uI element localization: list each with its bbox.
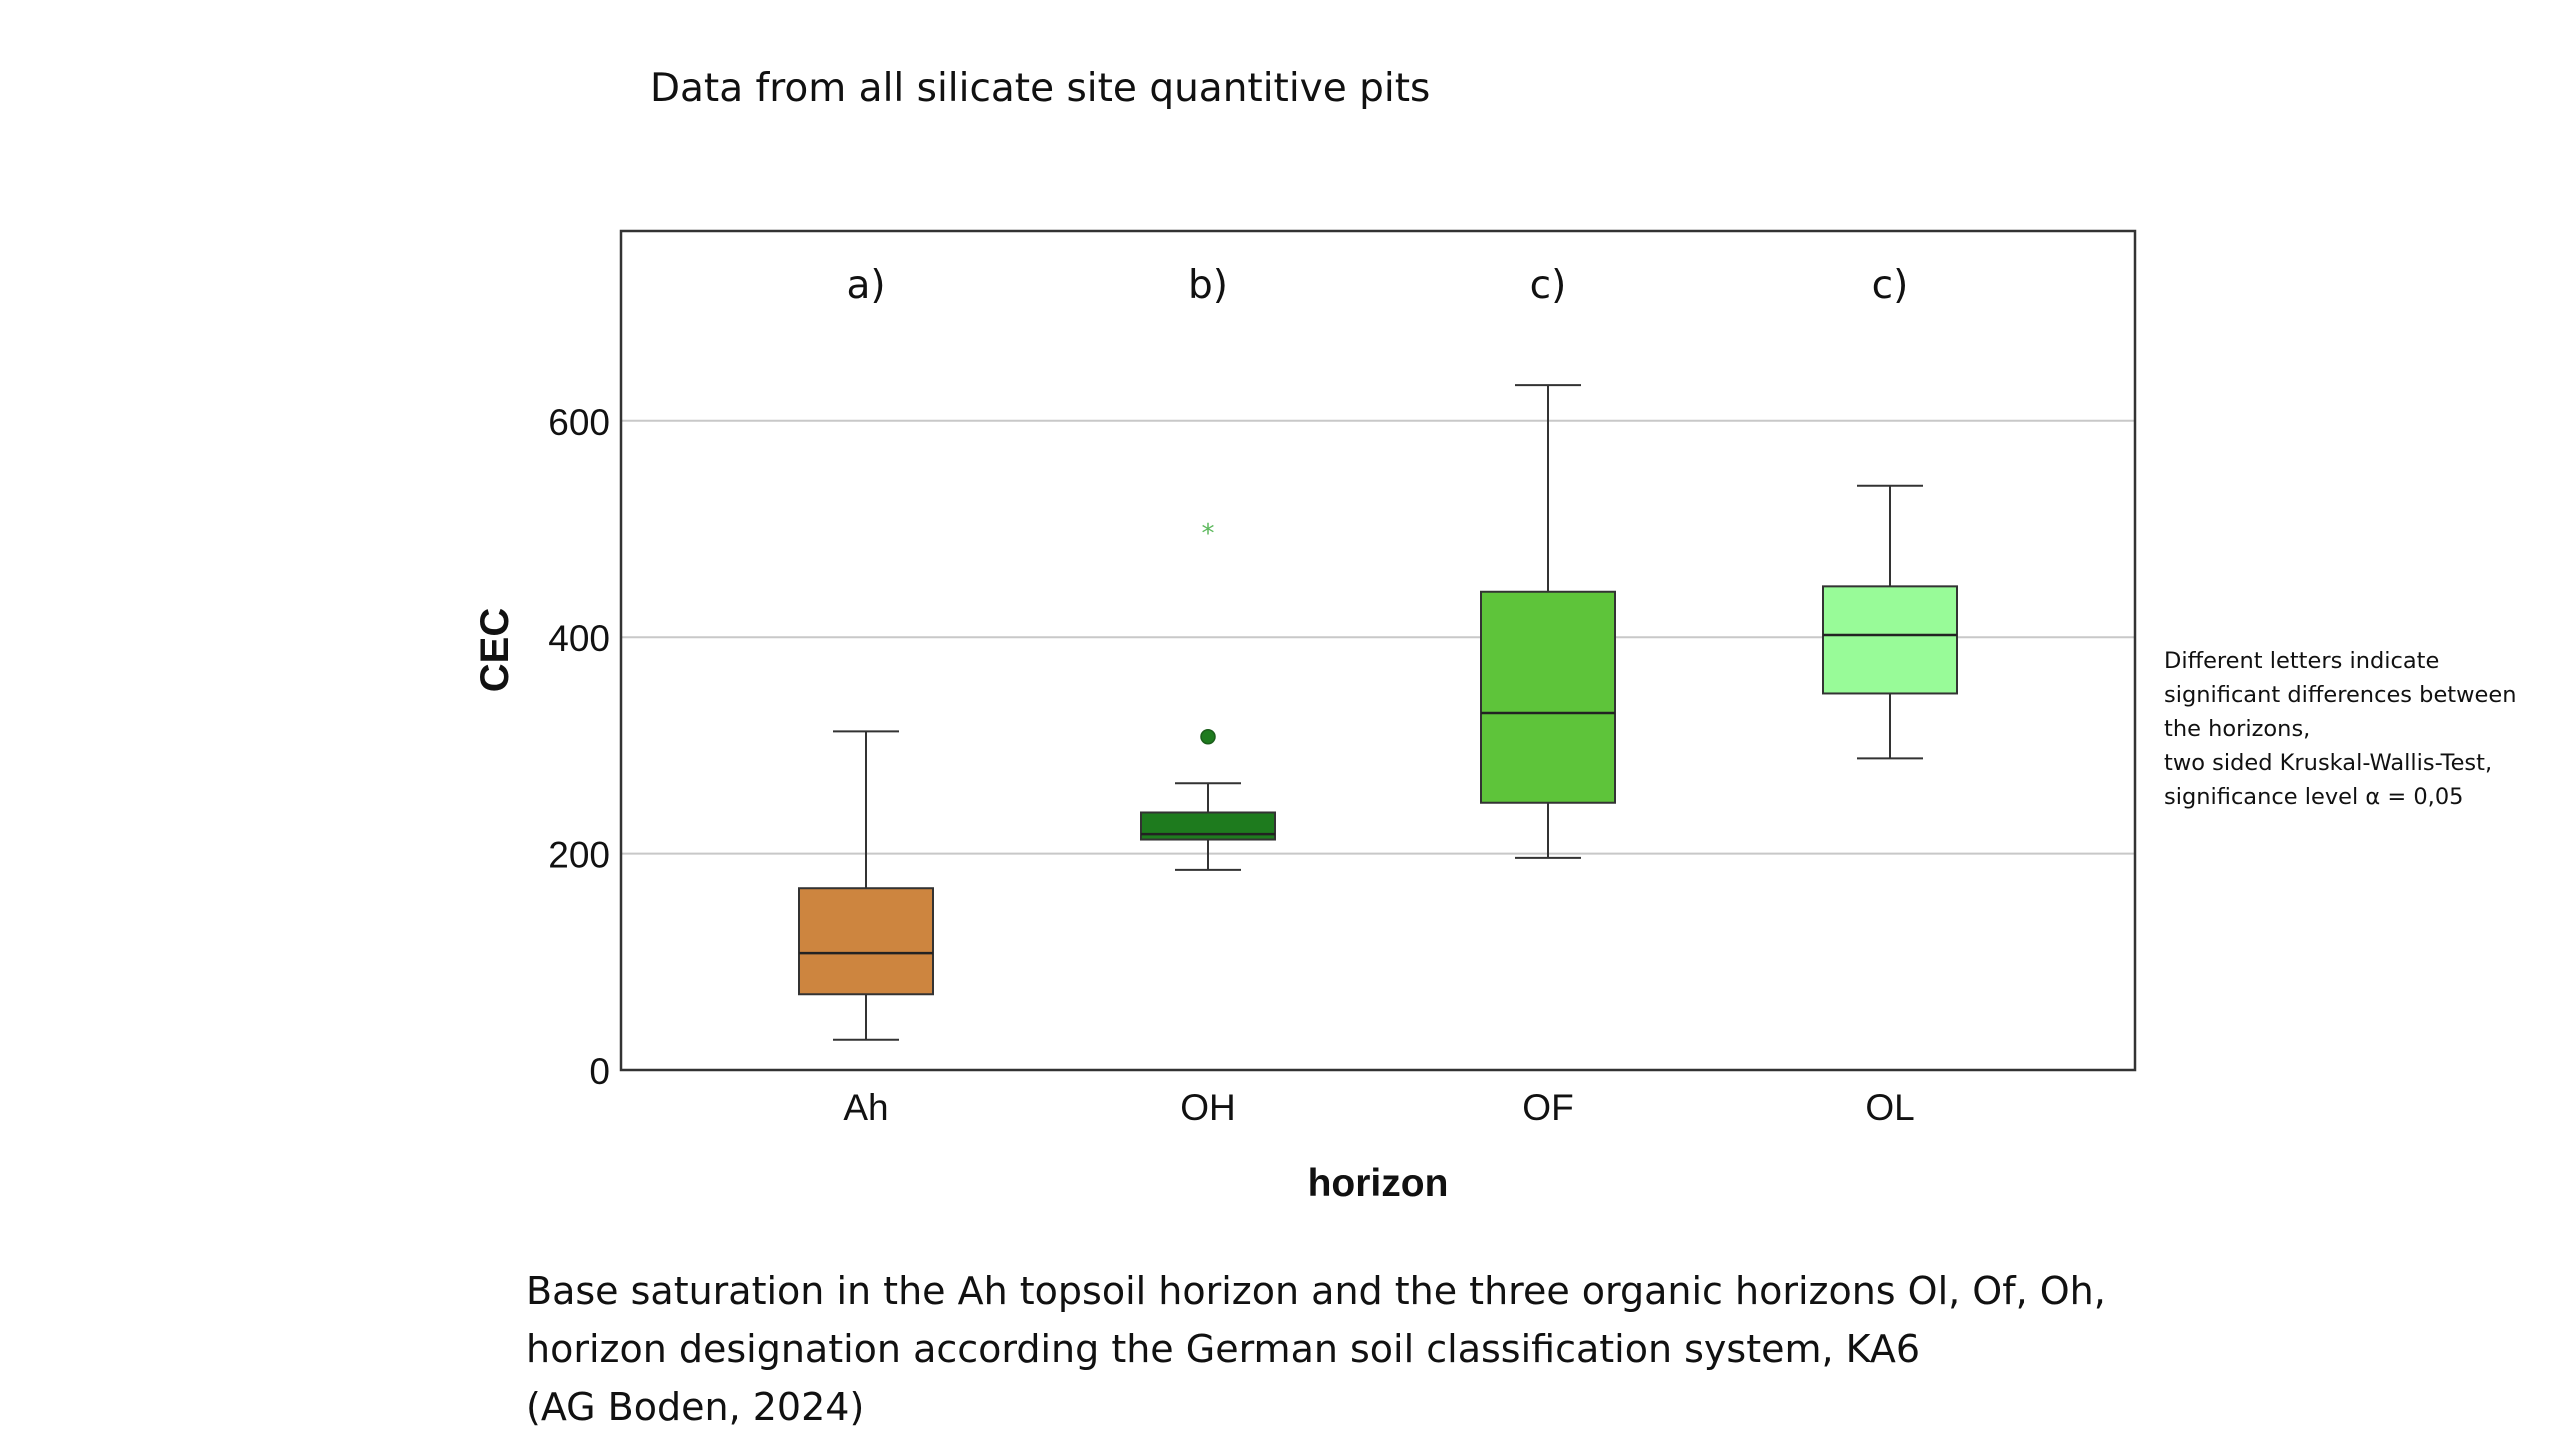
plot-frame xyxy=(619,229,2137,1072)
y-tick-label: 200 xyxy=(548,835,610,876)
caption-line: horizon designation according the German… xyxy=(526,1327,1921,1371)
figure-caption: Base saturation in the Ah topsoil horizo… xyxy=(526,1262,2106,1436)
significance-note-line: significance level α = 0,05 xyxy=(2164,784,2464,810)
significance-letter: c) xyxy=(1530,263,1567,308)
box-ah xyxy=(798,887,934,996)
x-tick-label: OH xyxy=(1180,1087,1236,1128)
y-axis-label: CEC xyxy=(473,608,517,692)
significance-note-line: two sided Kruskal-Wallis-Test, xyxy=(2164,750,2493,776)
significance-letter: b) xyxy=(1188,263,1228,308)
y-tick-label: 400 xyxy=(548,618,610,659)
extreme-point: * xyxy=(1202,519,1215,549)
significance-letter: c) xyxy=(1872,263,1909,308)
significance-note-line: significant differences between xyxy=(2164,682,2517,708)
caption-line: (AG Boden, 2024) xyxy=(526,1385,865,1429)
y-tick-label: 600 xyxy=(548,402,610,443)
box-oh xyxy=(1140,811,1276,841)
x-tick-label: OL xyxy=(1865,1087,1914,1128)
outlier-point xyxy=(1200,728,1216,745)
x-axis-label: horizon xyxy=(1308,1162,1449,1205)
box-of xyxy=(1480,590,1616,804)
significance-note-line: the horizons, xyxy=(2164,716,2311,742)
significance-note-line: Different letters indicate xyxy=(2164,648,2440,674)
box-ol xyxy=(1822,585,1958,695)
slide-title: Data from all silicate site quantitive p… xyxy=(650,66,1431,111)
x-tick-label: Ah xyxy=(843,1087,888,1128)
caption-line: Base saturation in the Ah topsoil horizo… xyxy=(526,1269,2106,1313)
significance-letter: a) xyxy=(846,263,885,308)
x-tick-label: OF xyxy=(1522,1087,1573,1128)
y-tick-label: 0 xyxy=(589,1051,610,1092)
significance-note: Different letters indicate significant d… xyxy=(2164,644,2554,814)
